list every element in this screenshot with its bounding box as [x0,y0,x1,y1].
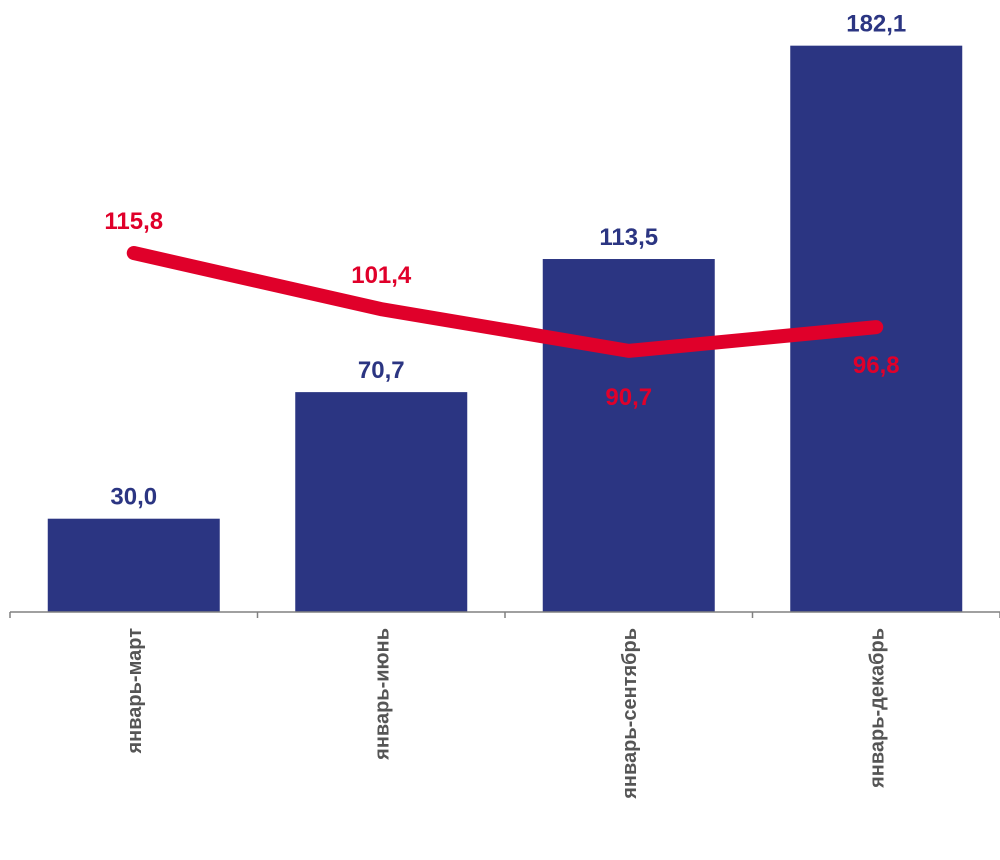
bar-value-label-2: 70,7 [358,357,405,384]
line-series-layer [126,246,884,358]
bar-3 [542,259,715,612]
bars-layer [47,45,963,612]
category-label-4: январь-декабрь [866,628,888,789]
x-axis [9,611,1000,618]
line-value-label-2: 101,4 [351,262,412,289]
line-series [126,246,884,358]
bar-value-label-3: 113,5 [599,224,658,251]
category-labels-layer: январь-март январь-июнь январь-сентябрь янв… [124,628,889,800]
category-label-2: январь-июнь [371,628,393,761]
bar-value-label-4: 182,1 [846,11,906,38]
bar-1 [47,518,220,612]
category-label-3: январь-сентябрь [619,628,641,800]
line-value-label-1: 115,8 [104,208,163,235]
bar-value-label-1: 30,0 [110,484,157,511]
line-value-label-3: 90,7 [605,384,652,411]
line-value-label-4: 96,8 [853,352,900,379]
bar-2 [295,392,468,612]
data-labels-layer: 30,0 70,7 113,5 182,1 115,8 101,4 90,7 96,8 [104,11,906,511]
category-label-1: январь-март [124,628,146,755]
